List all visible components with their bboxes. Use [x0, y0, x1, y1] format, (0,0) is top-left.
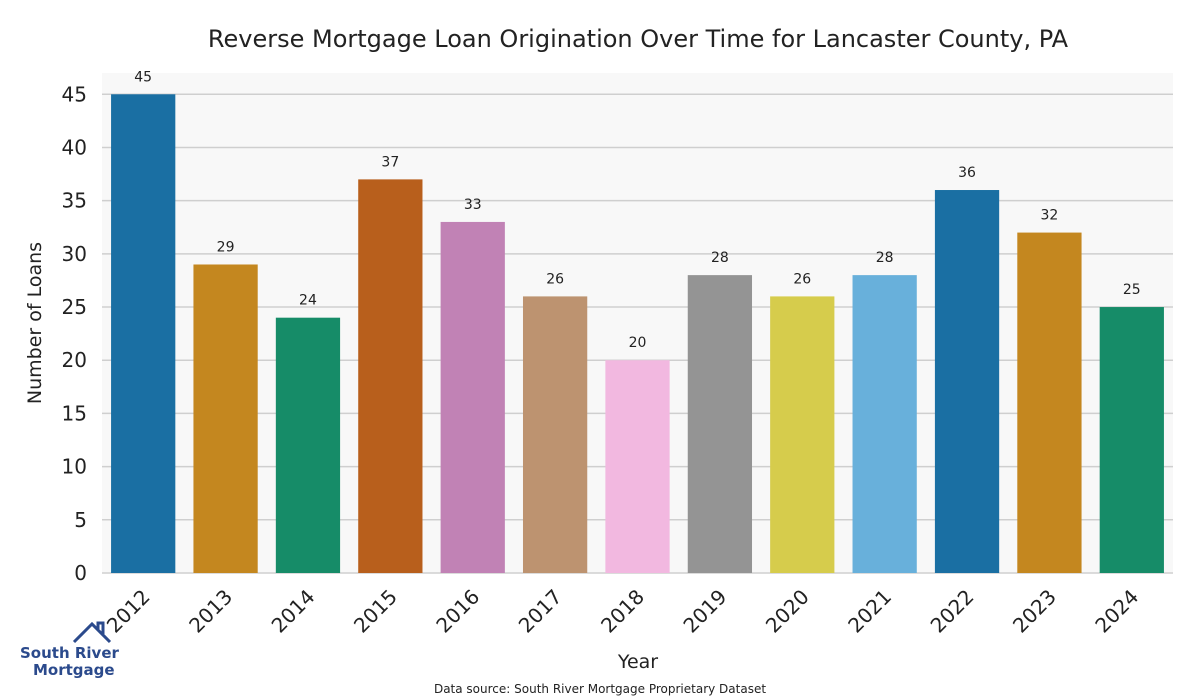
- y-tick-label: 35: [62, 189, 87, 213]
- y-axis-ticks: 0 5 10 15 20 25 30 35 40 45: [62, 82, 87, 585]
- x-tick-label: 2015: [349, 585, 402, 638]
- y-tick-label: 0: [74, 561, 87, 585]
- bar-2017: [522, 296, 588, 573]
- x-tick-label: 2024: [1090, 585, 1143, 638]
- x-tick-label: 2021: [843, 585, 896, 638]
- x-tick-label: 2020: [761, 585, 814, 638]
- x-axis-label: Year: [617, 651, 658, 673]
- y-tick-label: 45: [62, 82, 87, 106]
- bar-2023: [1017, 232, 1082, 573]
- x-tick-label: 2018: [596, 585, 649, 638]
- bar-2013: [193, 264, 258, 573]
- bar-2014: [275, 317, 341, 573]
- bar-2018: [605, 360, 670, 573]
- bars: [111, 94, 1164, 574]
- bar-2012: [111, 94, 176, 573]
- data-label-2021: 28: [876, 250, 894, 266]
- y-tick-label: 20: [62, 348, 87, 372]
- x-tick-label: 2023: [1008, 585, 1061, 638]
- data-label-2024: 25: [1123, 282, 1141, 298]
- data-label-2015: 37: [381, 154, 399, 170]
- x-tick-label: 2014: [267, 585, 320, 638]
- bar-2019: [687, 275, 753, 573]
- y-tick-label: 30: [62, 242, 87, 266]
- x-tick-label: 2019: [678, 585, 731, 638]
- bar-2016: [440, 221, 505, 574]
- house-icon: [72, 621, 112, 644]
- logo-line-2: Mortgage: [33, 661, 115, 679]
- y-tick-label: 10: [62, 455, 87, 479]
- south-river-logo: South River Mortgage: [20, 620, 130, 682]
- chart-title: Reverse Mortgage Loan Origination Over T…: [208, 25, 1069, 53]
- y-axis-label: Number of Loans: [24, 242, 46, 404]
- y-tick-label: 5: [74, 508, 87, 532]
- x-tick-label: 2013: [184, 585, 237, 638]
- bar-2015: [358, 179, 423, 573]
- source-note: Data source: South River Mortgage Propri…: [434, 682, 766, 696]
- data-label-2019: 28: [711, 250, 729, 266]
- x-axis-ticks: 2012 2013 2014 2015 2016 2017 2018 2019 2020 2021…: [102, 585, 1144, 638]
- data-label-2014: 24: [299, 293, 317, 309]
- x-tick-label: 2017: [514, 585, 567, 638]
- bar-2020: [770, 296, 835, 573]
- logo-line-1: South River: [20, 644, 119, 662]
- x-tick-label: 2016: [431, 585, 484, 638]
- bar-2024: [1099, 307, 1164, 573]
- x-tick-label: 2022: [926, 585, 979, 638]
- data-label-2022: 36: [958, 165, 976, 181]
- bar-2022: [934, 190, 1000, 573]
- y-tick-label: 40: [62, 135, 87, 159]
- data-label-2018: 20: [629, 335, 647, 351]
- data-labels: 45 29 24 37 33 26 20 28 26 28 36 32 25: [134, 69, 1140, 351]
- data-label-2013: 29: [217, 239, 235, 255]
- y-tick-label: 15: [62, 401, 87, 425]
- y-tick-label: 25: [62, 295, 87, 319]
- data-label-2012: 45: [134, 69, 152, 85]
- data-label-2017: 26: [546, 271, 564, 287]
- data-label-2023: 32: [1041, 208, 1059, 224]
- bar-2021: [852, 275, 917, 573]
- data-label-2016: 33: [464, 197, 482, 213]
- data-label-2020: 26: [793, 271, 811, 287]
